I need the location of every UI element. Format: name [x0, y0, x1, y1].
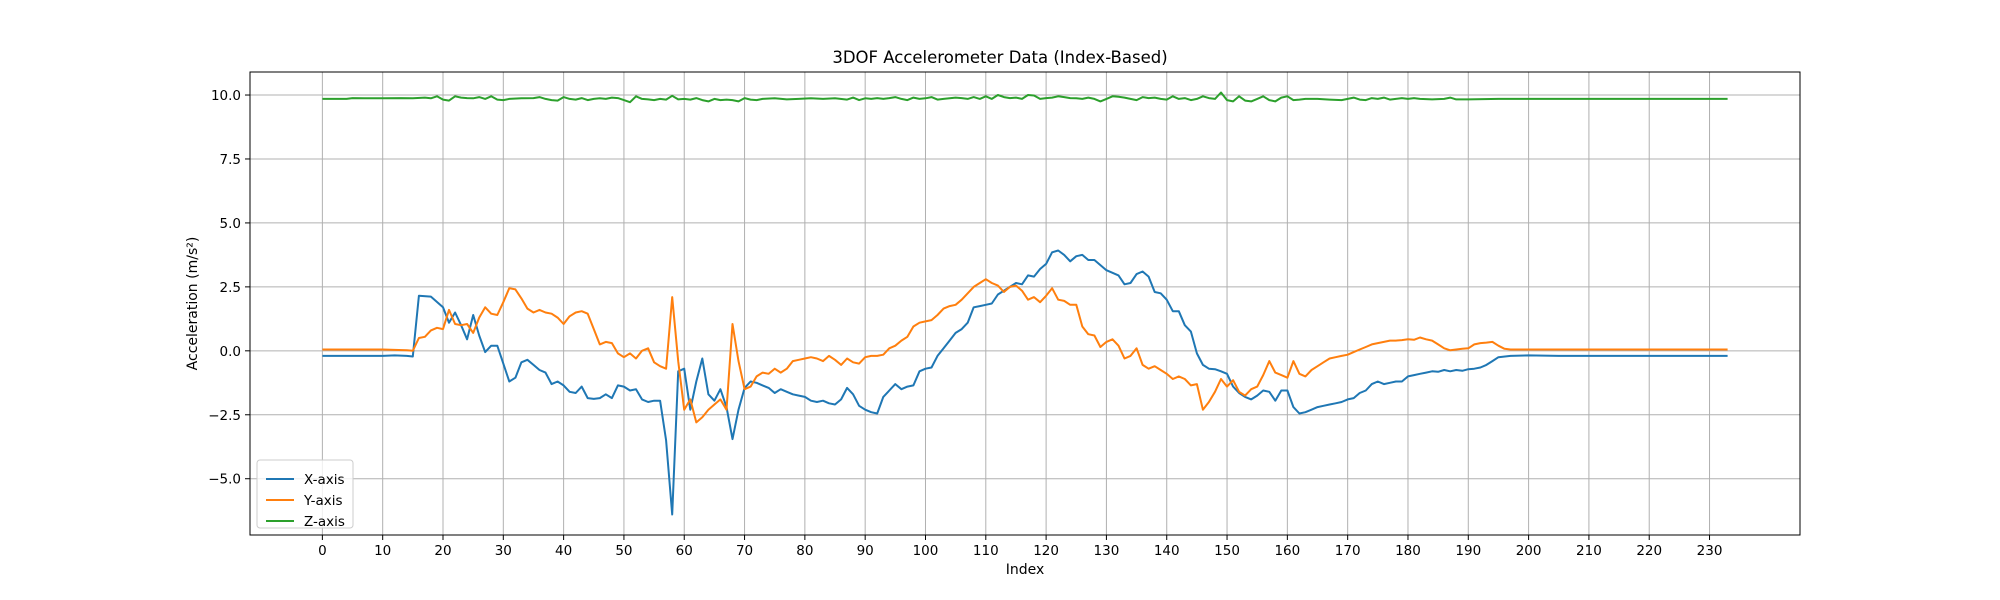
x-tick-label: 20 — [434, 543, 451, 559]
y-axis-ticks: −5.0 −2.5 0.0 2.5 5.0 7.5 10.0 — [208, 88, 250, 488]
x-tick-label: 150 — [1214, 543, 1240, 559]
x-tick-label: 130 — [1094, 543, 1120, 559]
x-tick-label: 110 — [973, 543, 999, 559]
x-tick-label: 60 — [676, 543, 693, 559]
x-tick-label: 200 — [1516, 543, 1542, 559]
y-axis-label: Acceleration (m/s²) — [185, 237, 201, 371]
series-line-z-axis — [322, 91, 1728, 104]
series-line-x-axis — [322, 249, 1728, 516]
legend-label: Y-axis — [303, 493, 343, 509]
legend-label: X-axis — [304, 472, 345, 488]
x-axis-label: Index — [1006, 562, 1045, 578]
x-tick-label: 120 — [1033, 543, 1059, 559]
x-tick-label: 70 — [736, 543, 753, 559]
y-tick-label: −5.0 — [208, 472, 241, 488]
x-tick-label: 80 — [796, 543, 813, 559]
x-tick-label: 170 — [1335, 543, 1361, 559]
y-tick-label: 0.0 — [220, 344, 241, 360]
y-tick-label: 10.0 — [211, 88, 241, 104]
x-tick-label: 50 — [615, 543, 632, 559]
legend: X-axis Y-axis Z-axis — [256, 459, 354, 530]
x-tick-label: 90 — [857, 543, 874, 559]
series-line-y-axis — [322, 278, 1728, 424]
x-tick-label: 10 — [374, 543, 391, 559]
x-axis-ticks: 0 10 20 30 40 50 60 70 80 90 100 110 120 130 140 150 160… — [318, 535, 1722, 559]
y-tick-label: 2.5 — [220, 280, 241, 296]
chart-title: 3DOF Accelerometer Data (Index-Based) — [832, 48, 1167, 67]
x-tick-label: 40 — [555, 543, 572, 559]
plot-frame — [249, 71, 1801, 536]
x-tick-label: 140 — [1154, 543, 1180, 559]
y-tick-label: 7.5 — [220, 152, 241, 168]
x-tick-label: 160 — [1274, 543, 1300, 559]
grid — [250, 72, 1800, 535]
x-tick-label: 230 — [1697, 543, 1723, 559]
series-lines — [322, 91, 1728, 516]
x-tick-label: 210 — [1576, 543, 1602, 559]
y-tick-label: 5.0 — [220, 216, 241, 232]
x-tick-label: 30 — [495, 543, 512, 559]
x-tick-label: 190 — [1455, 543, 1481, 559]
x-tick-label: 180 — [1395, 543, 1421, 559]
y-tick-label: −2.5 — [208, 408, 241, 424]
x-tick-label: 220 — [1636, 543, 1662, 559]
x-tick-label: 100 — [913, 543, 939, 559]
legend-box — [256, 459, 354, 529]
x-tick-label: 0 — [318, 543, 327, 559]
legend-label: Z-axis — [304, 514, 345, 530]
